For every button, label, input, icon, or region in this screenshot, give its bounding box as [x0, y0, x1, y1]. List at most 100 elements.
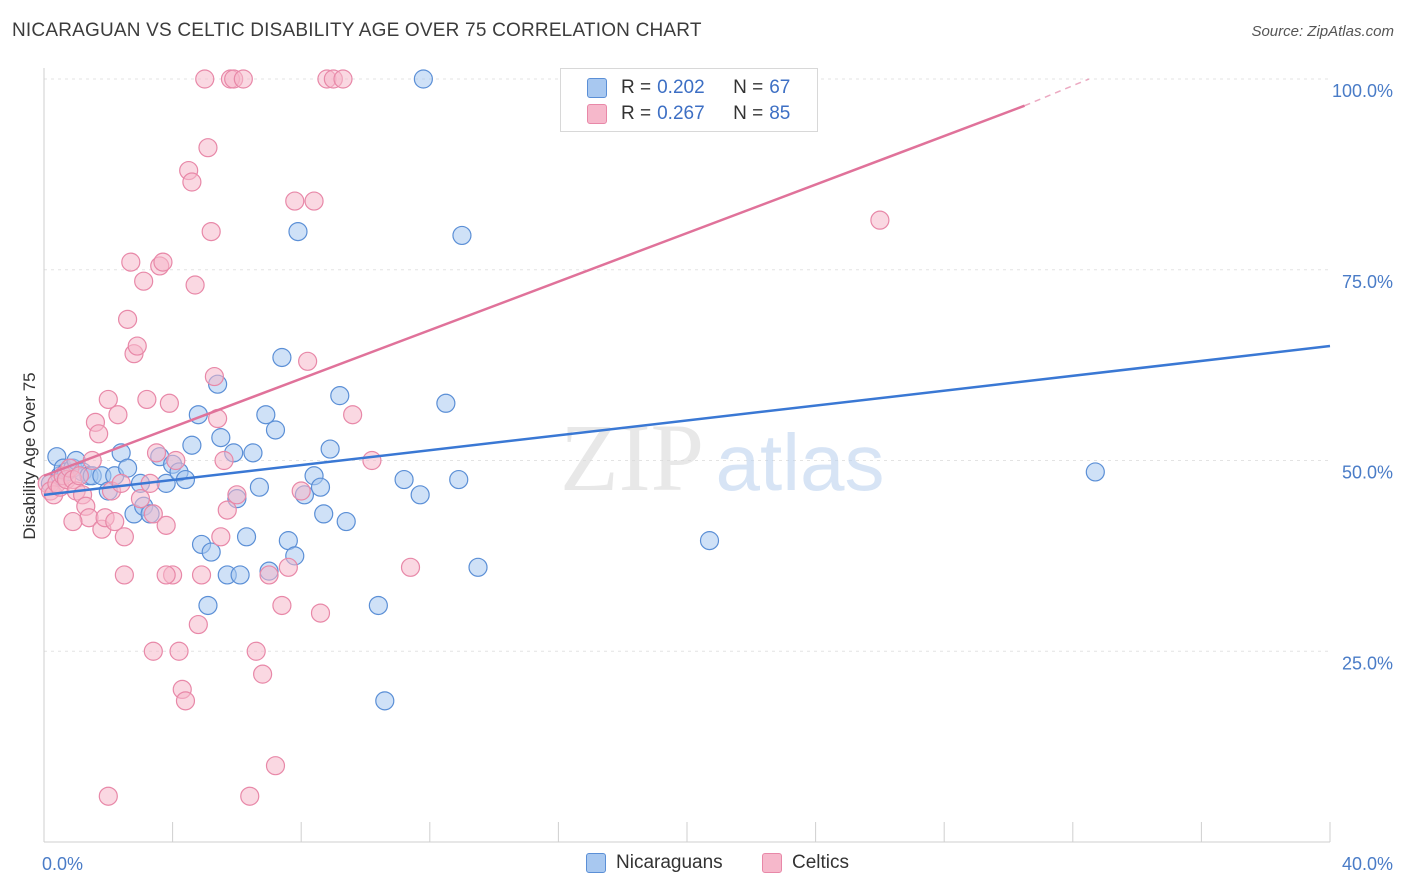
point-celtics [117, 309, 138, 329]
point-celtics [259, 565, 279, 585]
trend-layer [43, 78, 1331, 497]
watermark-atlas: atlas [716, 418, 885, 507]
point-celtics [108, 405, 128, 425]
point-nicaraguans [201, 542, 221, 562]
point-celtics [400, 557, 421, 577]
point-celtics [278, 557, 298, 577]
point-nicaraguans [320, 439, 340, 459]
y-axis-label: Disability Age Over 75 [20, 372, 39, 539]
trendline-nicaraguans [43, 344, 1331, 497]
point-celtics [304, 191, 324, 211]
point-celtics [105, 511, 125, 532]
point-nicaraguans [452, 225, 472, 246]
legend-n-value: 67 [769, 77, 791, 98]
point-celtics [265, 756, 286, 776]
source-label: Source: ZipAtlas.com [1251, 23, 1394, 40]
point-nicaraguans [330, 386, 350, 406]
series-legend-nicaraguans: Nicaraguans [586, 852, 723, 874]
point-celtics [870, 210, 890, 230]
trendline-extension-celtics [1024, 78, 1090, 107]
point-nicaraguans [182, 435, 202, 455]
point-celtics [143, 641, 163, 661]
point-celtics [114, 565, 134, 585]
point-nicaraguans [314, 504, 334, 524]
point-celtics [98, 389, 118, 410]
point-celtics [240, 786, 260, 806]
watermark: ZIP atlas [560, 404, 884, 511]
point-celtics [127, 336, 147, 356]
point-nicaraguans [699, 531, 720, 551]
y-tick-label: 50.0% [1342, 463, 1393, 483]
point-nicaraguans [468, 557, 488, 577]
legend-swatch-pink [587, 104, 607, 124]
point-celtics [233, 69, 253, 89]
point-celtics [343, 405, 363, 425]
point-nicaraguans [272, 347, 292, 368]
point-nicaraguans [230, 565, 250, 585]
point-nicaraguans [256, 405, 276, 425]
legend-n-label: N = [733, 103, 764, 124]
legend-row-nicaraguans: R = 0.202 N = 67 [587, 75, 790, 101]
point-nicaraguans [211, 428, 231, 448]
point-nicaraguans [410, 485, 430, 505]
point-nicaraguans [413, 69, 433, 89]
point-celtics [198, 138, 218, 158]
point-celtics [291, 481, 311, 501]
point-celtics [217, 500, 237, 520]
point-celtics [69, 466, 89, 486]
series-swatch-pink [762, 853, 782, 873]
point-nicaraguans [243, 443, 263, 463]
point-celtics [362, 450, 382, 471]
point-celtics [333, 69, 353, 89]
point-celtics [175, 691, 196, 711]
point-celtics [195, 69, 215, 89]
legend-r-value: 0.202 [657, 77, 705, 98]
ticks-layer: 25.0% 50.0% 75.0% 100.0% 0.0% 40.0% [42, 81, 1393, 874]
point-celtics [63, 511, 83, 532]
point-celtics [169, 641, 189, 661]
point-celtics [211, 527, 231, 547]
point-nicaraguans [394, 469, 414, 490]
series-legend-label: Nicaraguans [616, 852, 723, 873]
point-nicaraguans [310, 477, 331, 497]
point-celtics [227, 485, 247, 505]
point-celtics [153, 252, 173, 272]
series-legend-celtics: Celtics [762, 852, 849, 874]
point-celtics [272, 595, 292, 616]
series-legend-label: Celtics [792, 852, 850, 873]
point-celtics [246, 641, 266, 661]
legend-swatch-blue [587, 78, 607, 98]
series-swatch-blue [586, 853, 606, 873]
point-nicaraguans [249, 477, 270, 497]
point-celtics [191, 565, 212, 585]
y-tick-label: 75.0% [1342, 272, 1393, 292]
y-tick-label: 25.0% [1342, 653, 1393, 673]
legend-r-label: R = [621, 77, 652, 98]
x-tick-label: 0.0% [42, 854, 83, 874]
point-nicaraguans [368, 595, 388, 616]
point-celtics [98, 786, 118, 806]
point-nicaraguans [449, 469, 469, 490]
x-tick-label: 40.0% [1342, 854, 1393, 874]
legend-n-label: N = [733, 77, 764, 98]
series-legend: Nicaraguans Celtics [0, 852, 1406, 878]
point-celtics [121, 252, 141, 272]
point-celtics [114, 527, 134, 547]
legend-n-value: 85 [769, 103, 791, 124]
legend-row-celtics: R = 0.267 N = 85 [587, 101, 790, 127]
point-nicaraguans [1085, 462, 1105, 482]
point-celtics [310, 603, 331, 623]
grid-layer [44, 78, 1330, 652]
point-celtics [204, 366, 224, 387]
point-nicaraguans [236, 527, 257, 547]
axes-layer [43, 68, 1331, 843]
point-celtics [214, 450, 234, 471]
trendline-celtics [43, 104, 1026, 477]
point-celtics [130, 489, 151, 509]
chart-title: NICARAGUAN VS CELTIC DISABILITY AGE OVER… [12, 20, 702, 41]
point-celtics [159, 393, 179, 413]
point-celtics [111, 473, 131, 493]
point-celtics [89, 424, 109, 444]
points-layer [37, 69, 1105, 806]
point-nicaraguans [265, 420, 286, 440]
